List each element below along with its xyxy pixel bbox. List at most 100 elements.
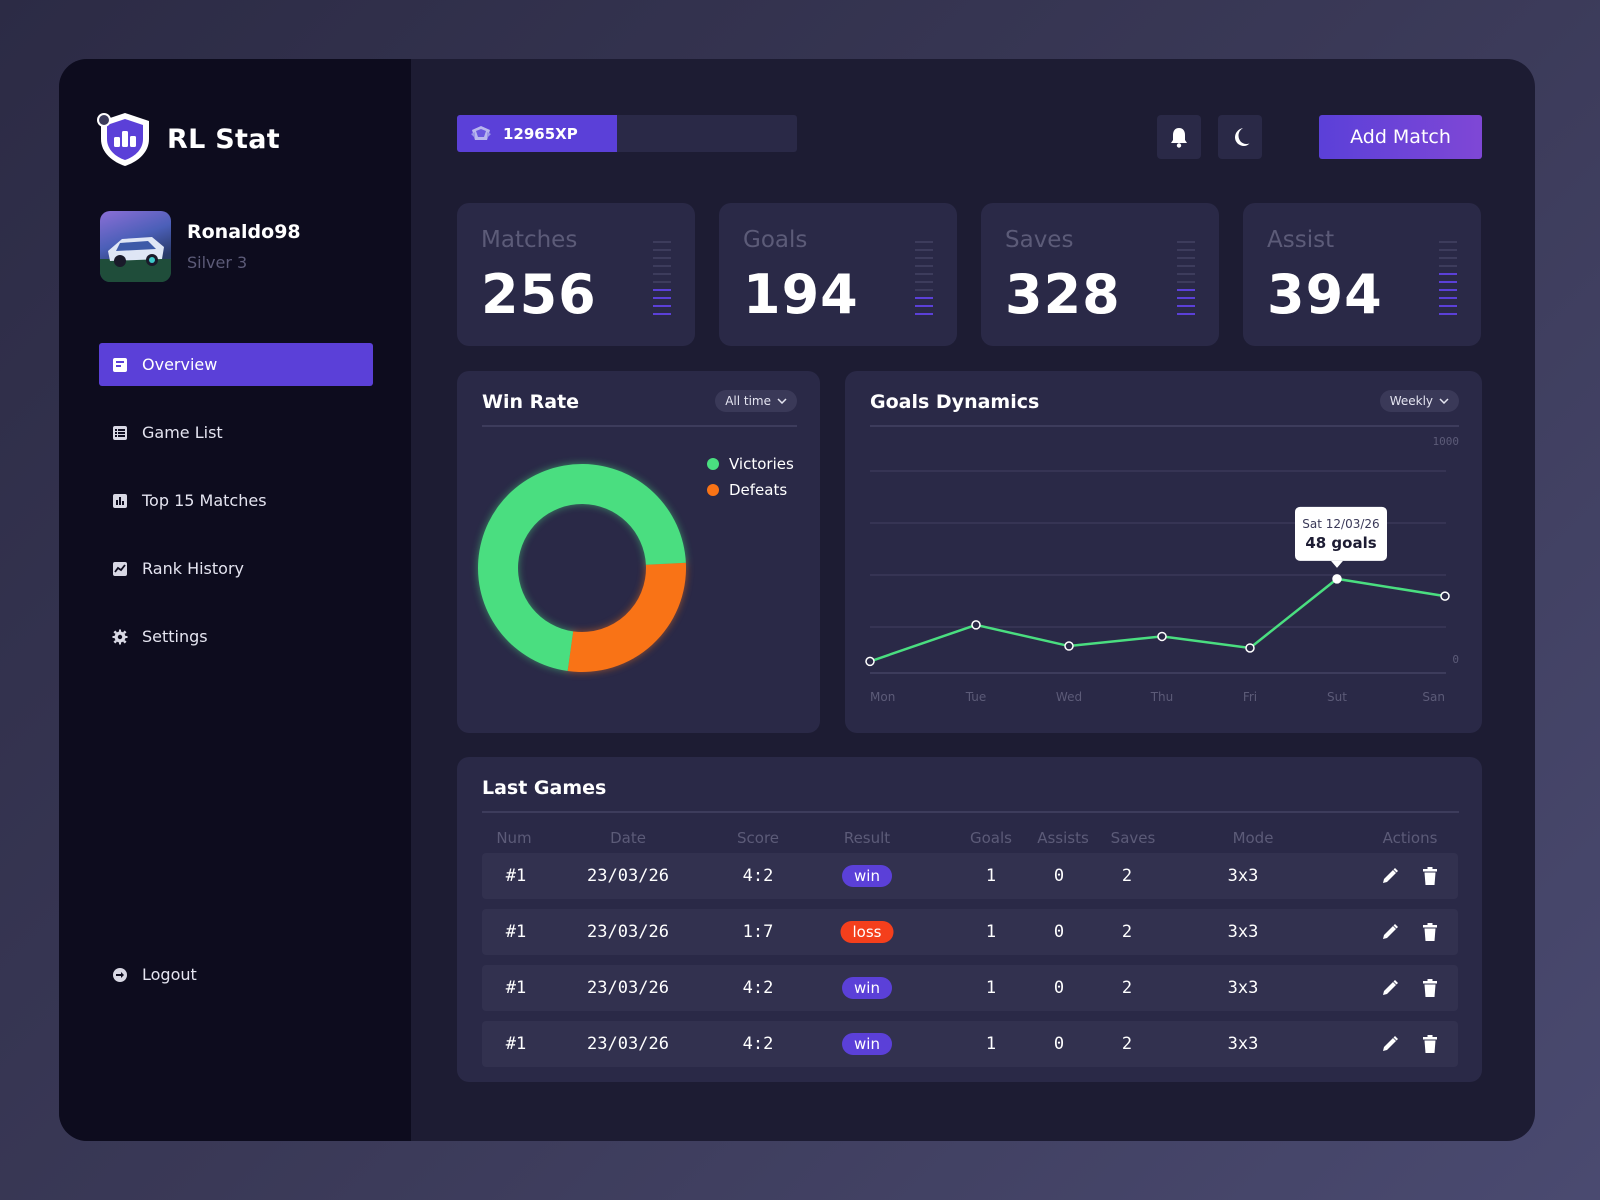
- data-point-sut[interactable]: [1332, 574, 1342, 584]
- cell-date: 23/03/26: [587, 1034, 669, 1054]
- level-tick: [1177, 281, 1195, 283]
- level-tick: [915, 297, 933, 299]
- level-tick: [653, 273, 671, 275]
- level-tick: [915, 313, 933, 315]
- level-tick: [653, 313, 671, 315]
- trash-icon: [1423, 1035, 1437, 1053]
- table-header: Num Date Score Result Goals Assists Save…: [482, 829, 1458, 849]
- result-badge: win: [842, 1033, 892, 1055]
- level-tick: [653, 289, 671, 291]
- divider: [482, 425, 797, 427]
- win-rate-filter-dropdown[interactable]: All time: [715, 390, 797, 412]
- cell-num: #1: [505, 978, 527, 998]
- data-point-wed[interactable]: [1064, 641, 1074, 651]
- sidebar-item-overview[interactable]: Overview: [99, 343, 373, 386]
- level-tick: [653, 265, 671, 267]
- sidebar-item-game-list[interactable]: Game List: [99, 411, 373, 454]
- level-tick: [1439, 241, 1457, 243]
- column-header-date: Date: [610, 829, 646, 847]
- edit-button[interactable]: [1381, 965, 1399, 1011]
- x-axis-tick-label: Mon: [870, 690, 895, 704]
- data-point-mon[interactable]: [865, 656, 875, 667]
- cell-assists: 0: [1053, 978, 1065, 998]
- level-tick: [653, 305, 671, 307]
- x-axis-tick-label: Fri: [1243, 690, 1257, 704]
- table-row[interactable]: #1 23/03/26 1:7 loss 1 0 2 3x3: [482, 909, 1458, 955]
- sidebar-item-label: Game List: [142, 423, 223, 442]
- cell-saves: 2: [1121, 866, 1133, 886]
- cell-mode: 3x3: [1227, 866, 1259, 886]
- cell-date: 23/03/26: [587, 922, 669, 942]
- delete-button[interactable]: [1422, 909, 1438, 955]
- table-row[interactable]: #1 23/03/26 4:2 win 1 0 2 3x3: [482, 965, 1458, 1011]
- level-tick: [915, 289, 933, 291]
- sidebar-item-top-15-matches[interactable]: Top 15 Matches: [99, 479, 373, 522]
- bar-chart-icon: [113, 493, 127, 508]
- notifications-button[interactable]: [1157, 115, 1201, 159]
- chevron-down-icon: [777, 398, 787, 404]
- list-icon: [113, 425, 127, 440]
- stat-card-saves: Saves 328: [981, 203, 1219, 346]
- cell-result: win: [842, 853, 892, 899]
- level-tick: [1177, 265, 1195, 267]
- cell-num: #1: [505, 1034, 527, 1054]
- data-point-san[interactable]: [1440, 591, 1450, 601]
- user-rank: Silver 3: [187, 253, 248, 272]
- stat-value: 328: [1005, 263, 1121, 326]
- app-logo[interactable]: RL Stat: [95, 109, 280, 169]
- legend-swatch: [707, 484, 719, 496]
- result-badge: win: [842, 865, 892, 887]
- level-tick: [1439, 313, 1457, 315]
- result-badge: loss: [840, 921, 894, 943]
- data-point-tue[interactable]: [971, 620, 981, 630]
- level-tick: [915, 257, 933, 259]
- data-point-thu[interactable]: [1157, 631, 1167, 642]
- delete-button[interactable]: [1422, 965, 1438, 1011]
- pencil-icon: [1383, 868, 1398, 883]
- last-games-card: Last Games Num Date Score Result Goals A…: [457, 757, 1482, 1082]
- edit-button[interactable]: [1381, 853, 1399, 899]
- level-tick: [915, 265, 933, 267]
- sidebar-item-label: Overview: [142, 355, 218, 374]
- cell-mode: 3x3: [1227, 922, 1259, 942]
- main-content: 12965XP Add Match Matches 256 Goals 194 …: [411, 59, 1535, 1141]
- table-row[interactable]: #1 23/03/26 4:2 win 1 0 2 3x3: [482, 853, 1458, 899]
- win-rate-title: Win Rate: [482, 391, 580, 413]
- data-point-fri[interactable]: [1245, 643, 1255, 653]
- sidebar-item-label: Rank History: [142, 559, 244, 578]
- cell-goals: 1: [985, 1034, 997, 1054]
- donut-slice-victories[interactable]: [478, 464, 686, 672]
- table-row[interactable]: #1 23/03/26 4:2 win 1 0 2 3x3: [482, 1021, 1458, 1067]
- sidebar-item-rank-history[interactable]: Rank History: [99, 547, 373, 590]
- column-header-result: Result: [843, 829, 891, 847]
- app-window: RL Stat Ronaldo98 Silver 3: [59, 59, 1535, 1141]
- logout-button[interactable]: Logout: [112, 965, 197, 984]
- column-header-assists: Assists: [1037, 829, 1089, 847]
- edit-button[interactable]: [1381, 1021, 1399, 1067]
- goals-series-line: [869, 577, 1446, 663]
- theme-toggle-button[interactable]: [1218, 115, 1262, 159]
- level-tick: [1439, 273, 1457, 275]
- stat-value: 394: [1267, 263, 1383, 326]
- goals-dynamics-title: Goals Dynamics: [870, 391, 1040, 413]
- cell-assists: 0: [1053, 1034, 1065, 1054]
- pencil-icon: [1383, 1036, 1398, 1051]
- donut-slice-defeats[interactable]: [567, 562, 686, 672]
- x-axis-tick-label: Tue: [965, 690, 987, 704]
- level-tick: [1177, 249, 1195, 251]
- goals-dynamics-filter-dropdown[interactable]: Weekly: [1379, 390, 1459, 412]
- cell-result: loss: [840, 909, 894, 955]
- add-match-button[interactable]: Add Match: [1319, 115, 1482, 159]
- user-profile[interactable]: Ronaldo98 Silver 3: [100, 211, 301, 282]
- level-tick: [653, 257, 671, 259]
- delete-button[interactable]: [1422, 853, 1438, 899]
- level-tick: [915, 273, 933, 275]
- sidebar-item-settings[interactable]: Settings: [99, 615, 373, 658]
- delete-button[interactable]: [1422, 1021, 1438, 1067]
- result-badge: win: [842, 977, 892, 999]
- stat-level-indicator: [915, 241, 933, 321]
- goals-dynamics-card: Goals Dynamics Weekly 1000 0 Mon Tue Wed Th…: [845, 371, 1482, 733]
- edit-button[interactable]: [1381, 909, 1399, 955]
- cell-score: 1:7: [742, 922, 774, 942]
- column-header-actions: Actions: [1382, 829, 1438, 847]
